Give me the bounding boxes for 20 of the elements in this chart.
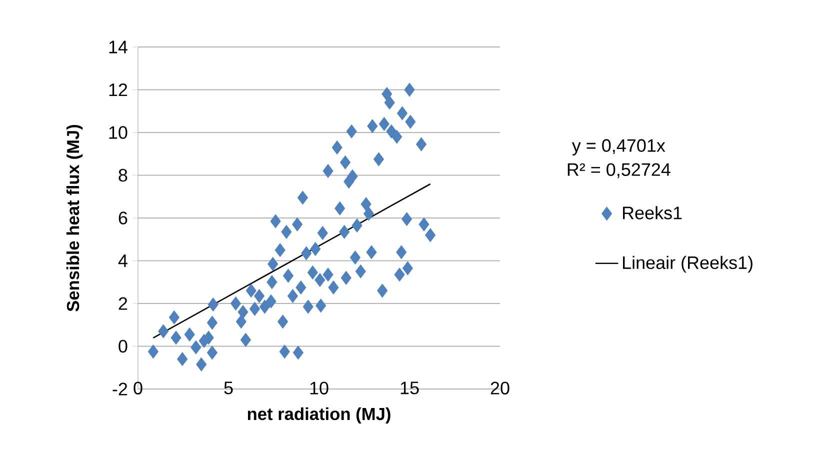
x-tick-label: 10 [310,382,328,394]
y-tick-label: 12 [109,83,128,96]
y-tick-label: -2 [112,382,128,396]
y-tick-label: 8 [118,168,128,182]
x-tick-label: 5 [224,382,233,394]
y-tick-label: 4 [118,254,128,267]
x-axis-title: net radiation (MJ) [248,407,390,424]
y-tick-label: 10 [109,126,128,139]
text: R² = 0,52724 [568,163,670,178]
legend-label: Reeks1 [623,206,682,220]
legend-label: Lineair (Reeks1) [623,256,752,273]
text: y = 0,4701x [572,139,666,156]
y-tick-label: 14 [109,40,128,54]
y-tick-label: 0 [118,340,128,353]
y-axis-title: Sensible heat flux (MJ) [66,124,83,312]
y-tick-label: 2 [118,297,128,310]
x-tick-label: 15 [400,382,419,394]
y-tick-label: 6 [118,212,128,224]
x-tick-label: 20 [490,382,510,394]
x-tick-label: 0 [134,382,142,394]
